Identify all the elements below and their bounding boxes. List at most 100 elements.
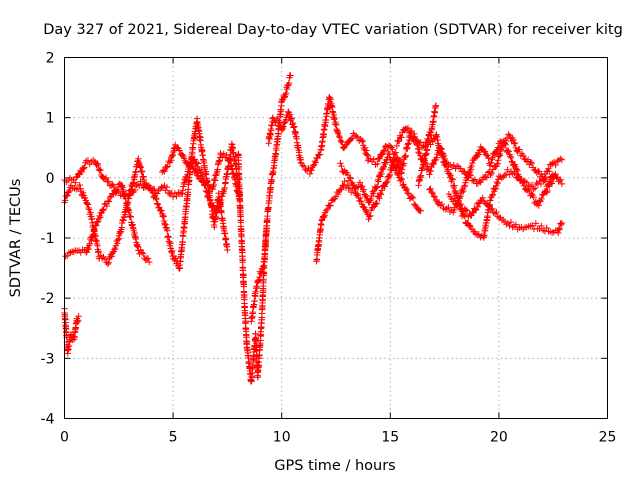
data-point — [103, 202, 111, 210]
data-point — [79, 189, 87, 196]
data-point — [346, 174, 354, 181]
data-point — [322, 116, 330, 124]
data-point — [530, 193, 537, 201]
y-tick-label: -1 — [41, 231, 55, 247]
data-point — [499, 140, 507, 148]
data-point — [179, 239, 186, 246]
data-point — [211, 223, 218, 231]
data-point — [290, 124, 297, 131]
data-point — [491, 210, 499, 217]
data-point — [85, 204, 92, 212]
data-point — [403, 125, 410, 133]
data-point — [403, 185, 411, 193]
data-point — [154, 201, 162, 208]
data-point — [272, 151, 280, 158]
data-point — [374, 160, 381, 168]
data-point — [550, 159, 558, 166]
data-point — [209, 203, 216, 210]
data-point — [424, 162, 431, 170]
x-tick-label: 5 — [169, 430, 178, 446]
data-point — [191, 156, 199, 163]
data-point — [488, 156, 495, 163]
data-point — [336, 134, 344, 141]
data-point — [65, 249, 73, 257]
data-point — [321, 122, 329, 129]
data-point — [137, 178, 144, 185]
data-point — [323, 207, 330, 214]
data-point — [210, 202, 217, 209]
data-point — [84, 201, 92, 208]
y-tick-label: -2 — [41, 291, 55, 307]
plot-frame — [64, 57, 608, 419]
data-point — [111, 246, 118, 253]
data-point — [135, 155, 142, 162]
data-point — [491, 186, 499, 193]
data-point — [139, 250, 147, 257]
data-point — [481, 148, 489, 155]
data-point — [404, 124, 412, 132]
data-point — [120, 188, 127, 195]
data-point — [464, 172, 472, 180]
data-point — [545, 178, 553, 185]
data-point — [410, 130, 418, 137]
data-point — [427, 167, 435, 175]
data-point — [489, 192, 496, 199]
data-point — [217, 196, 225, 204]
data-point — [207, 196, 214, 203]
data-point — [72, 179, 79, 186]
data-point — [279, 124, 286, 131]
data-point — [95, 165, 103, 173]
data-point — [435, 144, 443, 151]
data-point — [85, 242, 93, 249]
data-point — [389, 163, 397, 171]
data-point — [432, 102, 440, 109]
data-point — [405, 190, 412, 198]
data-point — [555, 225, 563, 232]
data-point — [221, 230, 229, 237]
data-point — [138, 249, 146, 256]
data-point — [306, 170, 314, 178]
data-point — [210, 181, 218, 189]
data-point — [377, 189, 384, 197]
data-point — [376, 155, 383, 162]
data-point — [417, 139, 424, 146]
data-point — [426, 171, 433, 178]
data-point — [114, 236, 122, 243]
data-point — [395, 164, 402, 171]
data-point — [424, 146, 431, 153]
data-point — [544, 180, 552, 188]
data-point — [558, 180, 566, 188]
data-point — [360, 186, 368, 193]
data-point — [479, 194, 486, 202]
data-point — [254, 373, 262, 381]
data-point — [428, 188, 435, 196]
data-point — [224, 246, 231, 254]
data-point — [379, 165, 386, 173]
data-point — [465, 173, 472, 181]
data-point — [367, 195, 375, 203]
data-point — [266, 135, 273, 143]
data-point — [413, 140, 421, 148]
data-point — [202, 181, 209, 189]
data-point — [85, 245, 92, 253]
data-point — [493, 178, 501, 186]
data-point — [288, 115, 295, 123]
data-point — [334, 190, 342, 198]
data-point — [443, 163, 450, 170]
data-point — [434, 136, 441, 144]
data-point — [433, 133, 441, 141]
data-point — [530, 185, 537, 193]
data-point — [381, 160, 389, 168]
x-tick-label: 15 — [381, 430, 399, 446]
data-point — [378, 187, 386, 194]
data-point — [338, 163, 345, 170]
data-point — [65, 188, 73, 195]
data-point — [539, 173, 546, 180]
data-point — [544, 187, 551, 195]
data-point — [494, 144, 502, 151]
data-point — [472, 230, 480, 237]
data-point — [173, 192, 180, 200]
data-point — [361, 144, 369, 151]
data-point — [457, 165, 464, 172]
data-point — [487, 162, 494, 169]
